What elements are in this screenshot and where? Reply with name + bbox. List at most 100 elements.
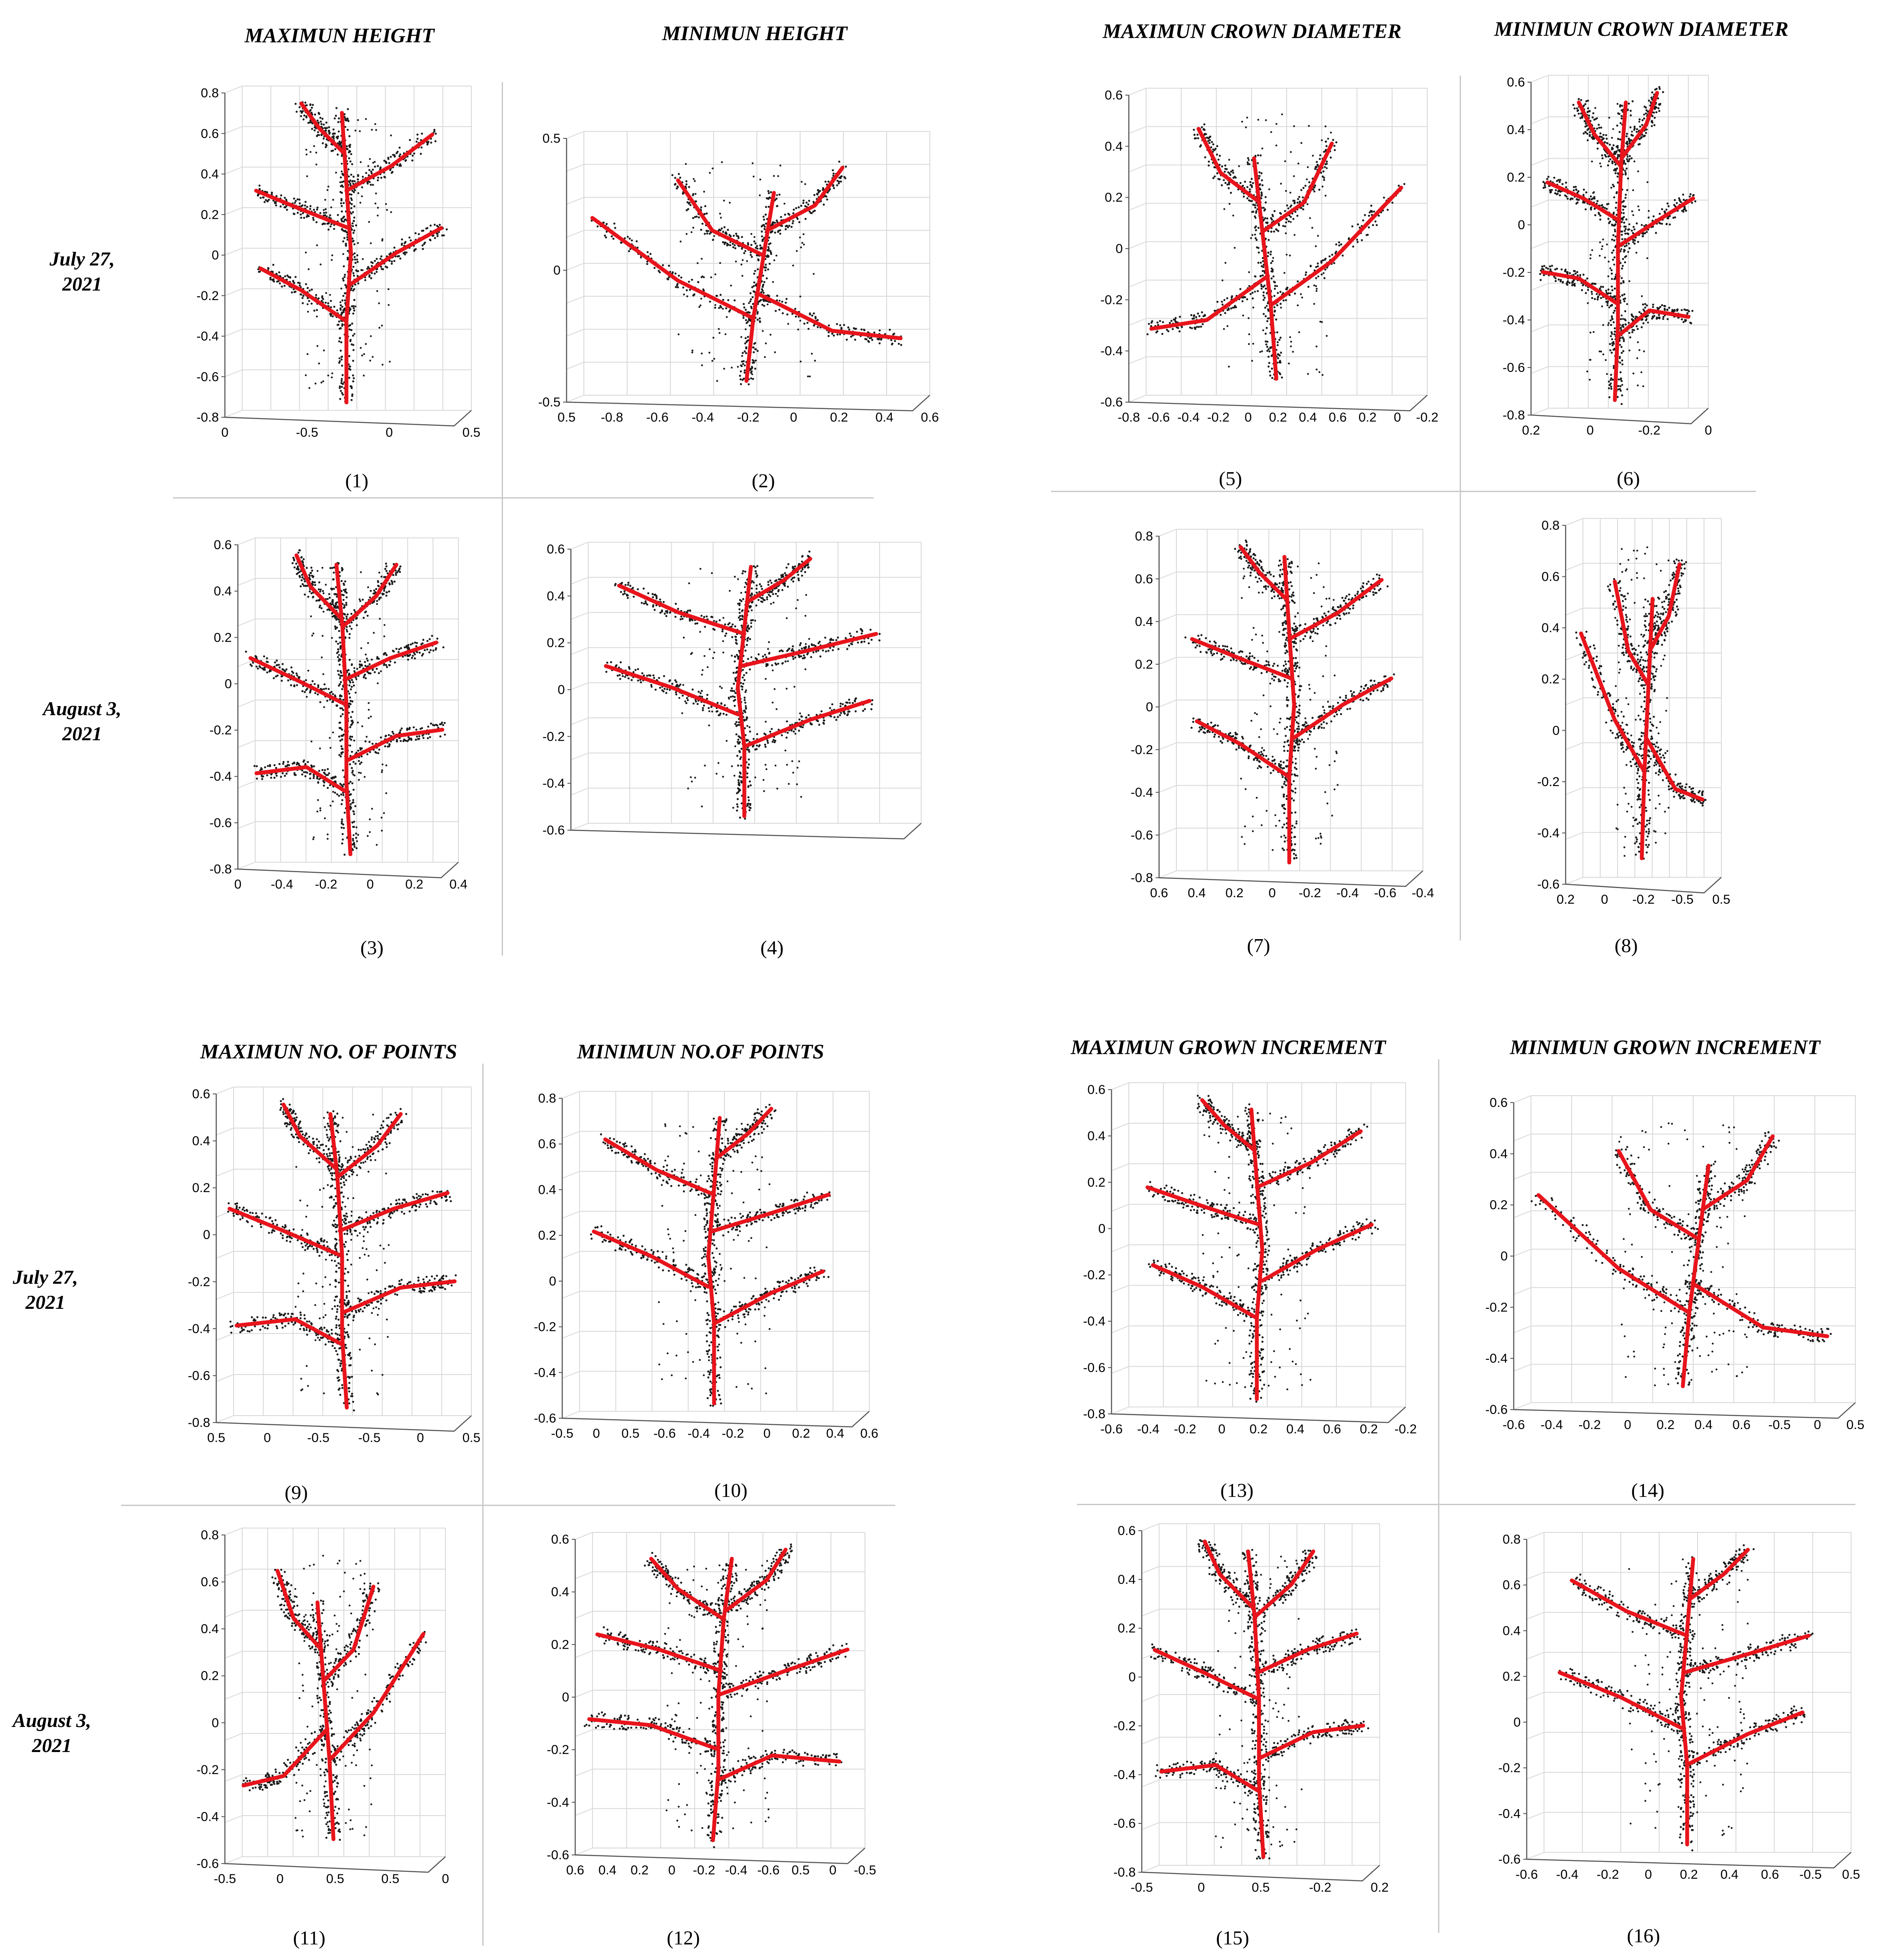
point — [386, 209, 388, 211]
point — [407, 736, 410, 739]
point — [755, 348, 757, 350]
point — [258, 271, 260, 273]
point — [429, 224, 432, 227]
point — [311, 288, 313, 291]
point — [263, 655, 265, 658]
skeleton-branch — [604, 664, 740, 716]
divider — [1051, 491, 1756, 492]
point — [750, 619, 753, 622]
point — [388, 590, 391, 593]
point — [311, 128, 313, 130]
point — [351, 700, 354, 703]
point — [801, 647, 803, 650]
point — [259, 197, 262, 199]
point — [331, 777, 333, 780]
point — [371, 172, 373, 175]
point — [304, 580, 306, 582]
point — [749, 638, 751, 640]
point — [737, 739, 740, 741]
point — [333, 588, 335, 590]
point — [322, 137, 325, 140]
point — [624, 592, 626, 595]
point — [416, 133, 419, 136]
point — [646, 263, 648, 265]
point — [659, 271, 661, 274]
point — [336, 606, 339, 609]
point — [739, 615, 741, 617]
point — [426, 640, 429, 642]
grid-line — [570, 647, 589, 655]
point — [340, 681, 342, 683]
x-tick-label: 0.5 — [462, 425, 481, 440]
point — [359, 347, 362, 349]
point — [829, 707, 831, 710]
point — [713, 629, 716, 631]
point — [319, 117, 322, 119]
point — [351, 821, 353, 824]
skeleton-branch — [739, 632, 878, 668]
point — [775, 593, 777, 595]
point — [346, 630, 349, 633]
grid-line — [1128, 203, 1147, 211]
point — [341, 729, 343, 731]
point — [319, 701, 321, 703]
point — [392, 649, 394, 652]
point — [343, 276, 346, 278]
point — [402, 740, 405, 742]
point — [748, 809, 751, 812]
point — [750, 368, 753, 370]
point — [353, 774, 356, 777]
point — [752, 303, 754, 305]
point — [334, 148, 336, 150]
point — [332, 693, 334, 695]
point — [836, 333, 839, 336]
point — [379, 596, 382, 599]
point — [740, 776, 743, 778]
point — [1261, 265, 1263, 268]
point — [371, 808, 373, 810]
point — [353, 667, 356, 669]
point — [687, 208, 689, 211]
point — [307, 310, 309, 313]
point — [284, 774, 286, 777]
y-tick-label: -0.8 — [209, 862, 232, 876]
point — [756, 744, 758, 747]
point — [1276, 344, 1279, 346]
point — [750, 626, 753, 628]
point — [1281, 376, 1283, 379]
point — [1266, 217, 1269, 220]
point — [416, 735, 418, 738]
point — [740, 780, 743, 783]
point — [792, 220, 794, 222]
point — [1257, 262, 1259, 264]
point — [362, 176, 364, 178]
point — [398, 568, 400, 571]
point — [737, 806, 739, 808]
point — [770, 603, 772, 605]
point — [1262, 260, 1264, 262]
point — [619, 678, 621, 680]
point — [745, 739, 748, 742]
point — [374, 202, 377, 205]
point — [824, 636, 826, 639]
point — [349, 763, 351, 766]
point — [358, 771, 360, 774]
point — [402, 655, 404, 658]
point — [734, 678, 737, 681]
point — [796, 767, 799, 769]
y-tick-label: -0.4 — [196, 329, 219, 344]
point — [760, 600, 762, 603]
point — [308, 574, 311, 576]
point — [353, 739, 356, 742]
grid-line — [224, 86, 243, 93]
point — [744, 818, 746, 820]
point — [737, 366, 739, 368]
point — [738, 784, 741, 787]
point — [839, 702, 842, 705]
point — [795, 207, 798, 209]
point — [319, 809, 321, 812]
point — [610, 661, 612, 663]
point — [748, 628, 750, 630]
point — [1252, 182, 1254, 184]
point — [333, 306, 336, 308]
